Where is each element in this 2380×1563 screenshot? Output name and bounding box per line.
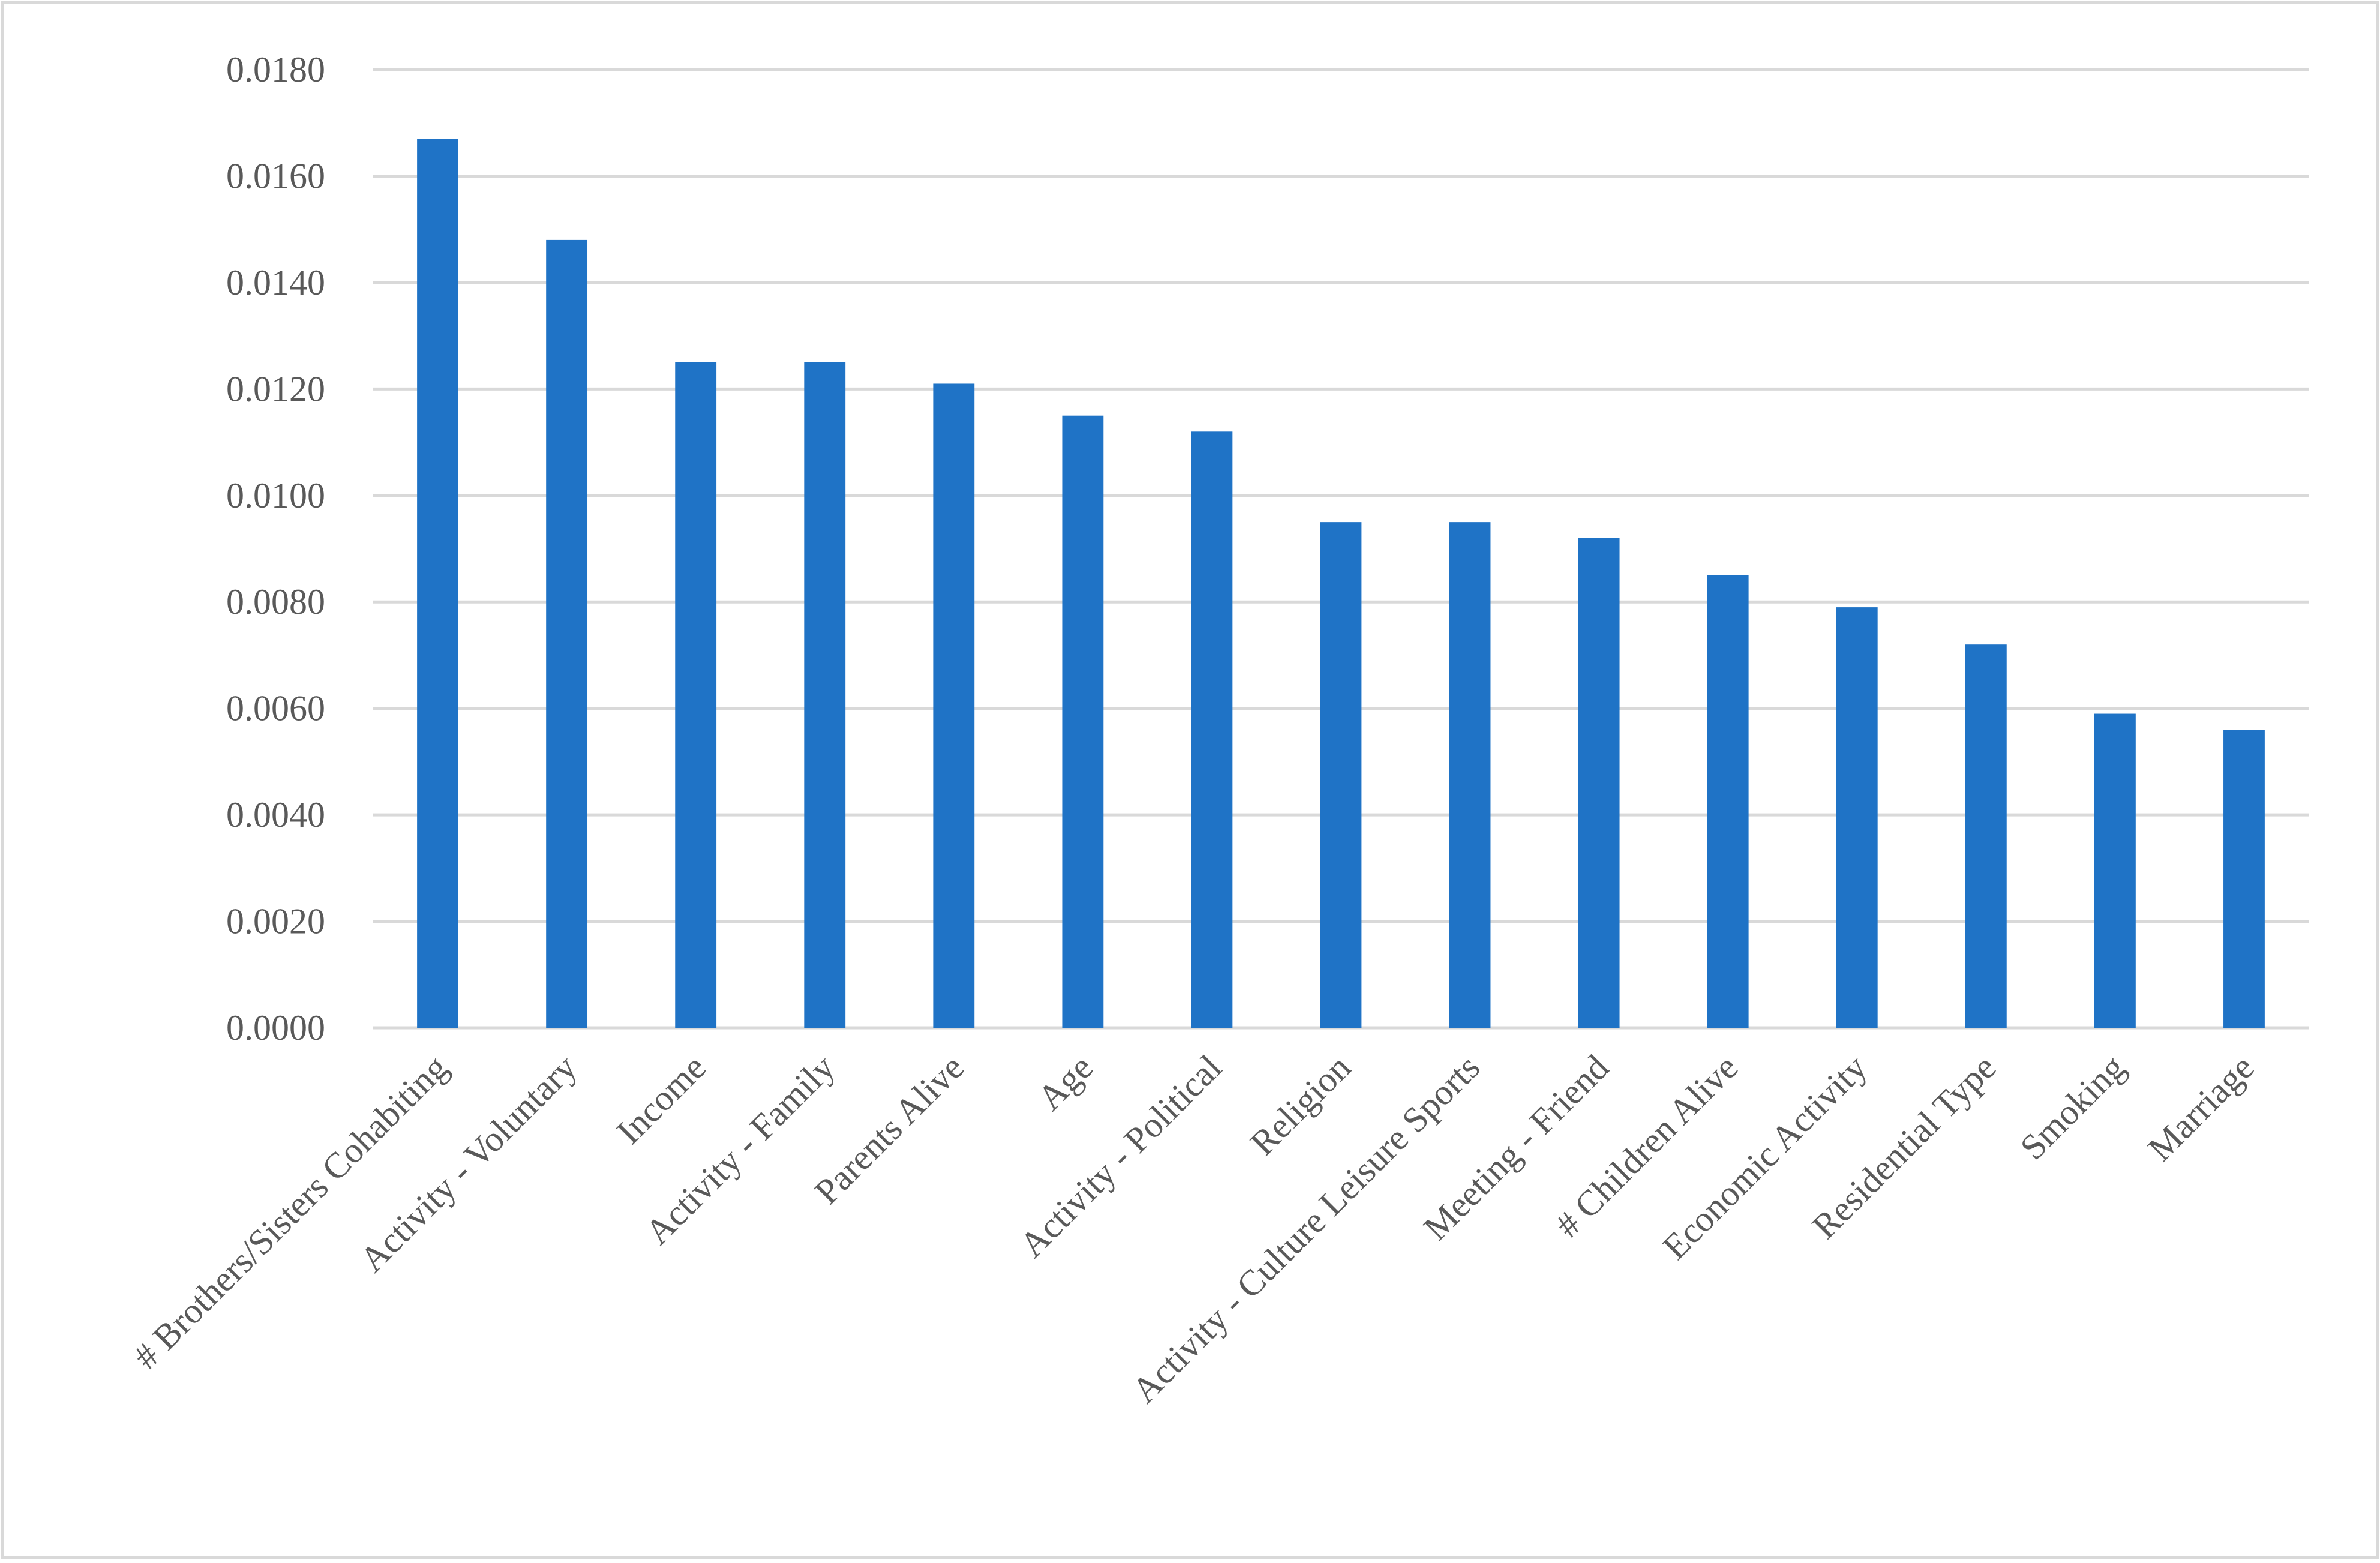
bar xyxy=(1062,415,1104,1028)
y-tick-label: 0.0120 xyxy=(226,369,325,409)
y-tick-label: 0.0100 xyxy=(226,476,325,515)
y-tick-label: 0.0020 xyxy=(226,902,325,941)
y-tick-label: 0.0060 xyxy=(226,689,325,728)
bar xyxy=(933,383,975,1028)
bar xyxy=(1707,575,1749,1028)
y-tick-label: 0.0080 xyxy=(226,582,325,622)
bar xyxy=(1191,431,1233,1028)
bar xyxy=(1836,607,1878,1028)
bar xyxy=(1449,522,1491,1028)
bar xyxy=(804,362,846,1028)
bar xyxy=(546,239,588,1028)
bar xyxy=(2094,713,2136,1028)
y-tick-label: 0.0140 xyxy=(226,263,325,302)
y-tick-label: 0.0040 xyxy=(226,795,325,835)
bar xyxy=(1578,538,1620,1028)
bar xyxy=(1320,522,1362,1028)
bar xyxy=(675,362,717,1028)
bar xyxy=(417,139,458,1028)
y-tick-label: 0.0180 xyxy=(226,50,325,89)
y-tick-label: 0.0160 xyxy=(226,156,325,196)
bar xyxy=(1965,644,2007,1028)
bar xyxy=(2223,730,2265,1028)
y-tick-label: 0.0000 xyxy=(226,1008,325,1048)
